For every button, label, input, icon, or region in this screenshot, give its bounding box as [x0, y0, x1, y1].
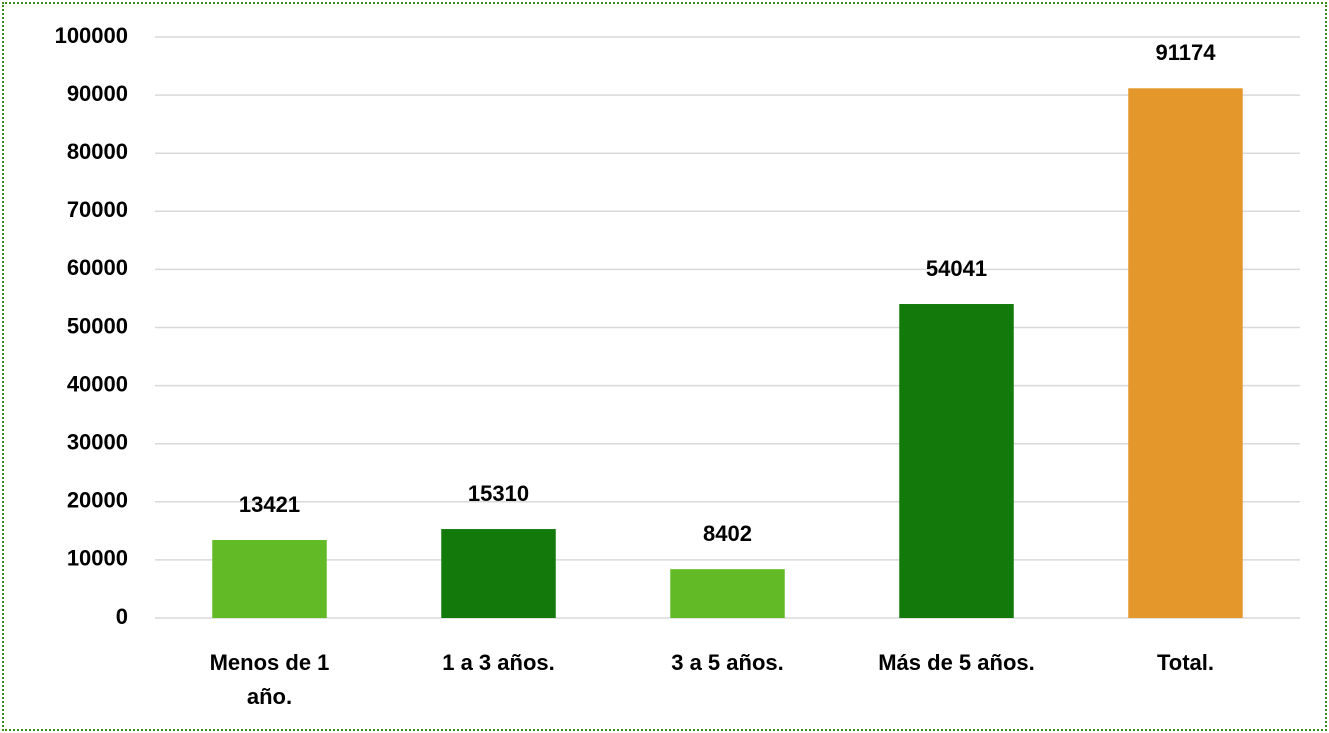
y-tick-label: 90000 — [67, 81, 128, 106]
data-label: 13421 — [239, 492, 300, 517]
y-tick-label: 100000 — [55, 23, 128, 48]
x-tick-label: 3 a 5 años. — [671, 650, 784, 675]
y-tick-label: 10000 — [67, 546, 128, 571]
y-tick-label: 40000 — [67, 371, 128, 396]
y-tick-label: 50000 — [67, 313, 128, 338]
x-tick-label: Más de 5 años. — [878, 650, 1035, 675]
y-tick-label: 20000 — [67, 488, 128, 513]
bar — [899, 304, 1014, 618]
bar — [441, 529, 556, 618]
y-tick-label: 80000 — [67, 139, 128, 164]
bar — [1128, 88, 1243, 619]
data-label: 91174 — [1156, 40, 1217, 65]
y-tick-label: 0 — [116, 604, 128, 629]
x-tick-label: 1 a 3 años. — [442, 650, 555, 675]
x-tick-label: Total. — [1156, 650, 1215, 675]
bar — [670, 569, 785, 618]
bar — [212, 540, 327, 618]
y-tick-label: 70000 — [67, 197, 128, 222]
x-tick-label: Menos de 1 año. — [209, 650, 330, 709]
y-tick-label: 30000 — [67, 430, 128, 455]
y-tick-label: 60000 — [67, 255, 128, 280]
data-label: 15310 — [468, 481, 529, 506]
data-label: 8402 — [703, 521, 752, 546]
data-label: 54041 — [926, 256, 987, 281]
